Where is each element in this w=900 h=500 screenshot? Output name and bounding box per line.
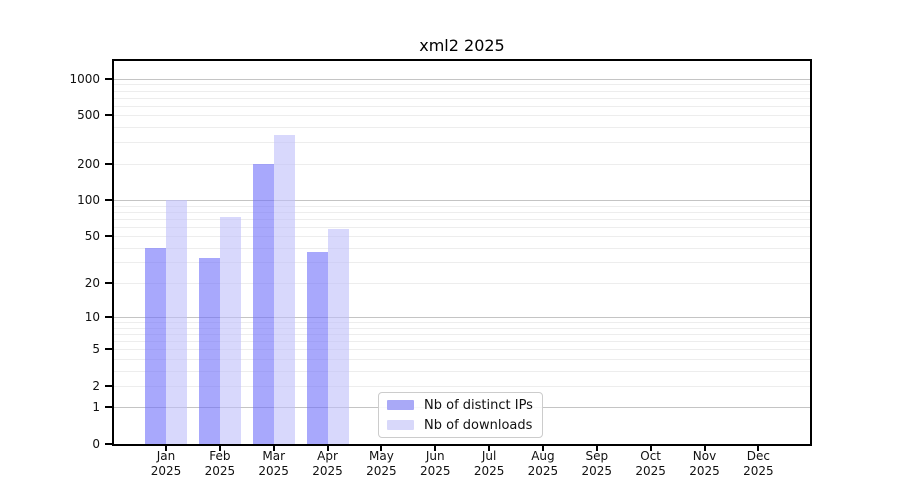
gridline-minor (114, 142, 810, 144)
bar-jan-distinct-ips (145, 247, 166, 444)
x-tick-label: Jul 2025 (473, 449, 505, 478)
gridline-minor (114, 262, 810, 264)
x-tick-label: Oct 2025 (635, 449, 666, 478)
y-tick-label: 10 (84, 310, 100, 325)
x-tick-mark (380, 446, 383, 451)
legend-label-distinct-ips: Nb of distinct IPs (424, 397, 533, 413)
gridline-minor (114, 127, 810, 129)
x-tick-label: Nov 2025 (689, 449, 720, 478)
gridline-minor (114, 247, 810, 249)
y-tick-label: 200 (77, 156, 100, 171)
bar-mar-distinct-ips (252, 163, 274, 444)
y-tick-mark (105, 77, 112, 80)
x-tick-mark (165, 446, 167, 451)
bar-apr-distinct-ips (306, 251, 328, 444)
x-tick-mark (541, 446, 544, 451)
y-tick-mark (105, 162, 112, 165)
legend-item-distinct-ips: Nb of distinct IPs (387, 397, 534, 414)
x-tick-mark (326, 446, 329, 451)
gridline-minor (114, 211, 810, 213)
gridline-minor (114, 84, 810, 86)
plot-area (112, 59, 812, 446)
gridline-minor (114, 115, 810, 117)
gridline-minor (114, 327, 810, 329)
y-tick-mark (105, 384, 112, 387)
gridline-minor (114, 163, 810, 165)
gridline-major (114, 317, 810, 319)
x-tick-label: Feb 2025 (204, 449, 236, 478)
chart-title: xml2 2025 (419, 36, 505, 55)
bar-apr-downloads (327, 229, 349, 444)
x-tick-label: Apr 2025 (312, 449, 343, 478)
gridline-major (114, 200, 810, 202)
gridline-minor (114, 370, 810, 372)
y-tick-label: 50 (84, 229, 100, 244)
y-tick-label: 500 (77, 108, 100, 123)
x-tick-mark (649, 446, 652, 451)
y-tick-mark (105, 199, 112, 202)
x-tick-label: Mar 2025 (258, 449, 289, 478)
x-tick-label: Jan 2025 (150, 449, 182, 478)
gridline-minor (114, 334, 810, 336)
x-tick-mark (488, 446, 491, 451)
gridline-minor (114, 226, 810, 228)
y-tick-mark (105, 406, 112, 409)
legend-item-downloads: Nb of downloads (387, 417, 534, 434)
legend-label-downloads: Nb of downloads (424, 417, 533, 433)
gridline-minor (114, 385, 810, 387)
x-tick-mark (703, 446, 706, 451)
y-tick-label: 20 (84, 276, 100, 291)
gridline-minor (114, 341, 810, 343)
gridline-major (114, 78, 810, 80)
bar-feb-downloads (219, 217, 241, 444)
y-tick-label: 100 (77, 193, 100, 208)
gridline-minor (114, 205, 810, 207)
gridline-minor (114, 236, 810, 238)
y-tick-mark (105, 443, 112, 445)
y-tick-label: 0 (92, 437, 100, 451)
x-tick-label: Jun 2025 (419, 449, 451, 478)
x-tick-label: Aug 2025 (527, 449, 559, 478)
gridline-minor (114, 90, 810, 92)
y-tick-mark (105, 235, 112, 238)
y-tick-label: 5 (92, 342, 100, 357)
gridline-minor (114, 97, 810, 99)
x-tick-mark (272, 446, 275, 451)
y-tick-mark (105, 316, 112, 319)
x-tick-mark (757, 446, 760, 451)
y-tick-mark (105, 282, 112, 285)
x-tick-label: Sep 2025 (581, 449, 613, 478)
gridline-minor (114, 322, 810, 324)
y-tick-mark (105, 114, 112, 117)
gridline-minor (114, 218, 810, 220)
gridline-minor (114, 105, 810, 107)
legend-swatch-downloads (387, 420, 414, 430)
x-tick-label: Dec 2025 (743, 449, 774, 478)
y-tick-mark (105, 348, 112, 351)
y-tick-label: 1 (92, 400, 100, 415)
legend-swatch-distinct-ips (387, 400, 414, 410)
x-tick-mark (434, 446, 437, 451)
bar-feb-distinct-ips (198, 257, 220, 444)
y-tick-label: 2 (92, 378, 100, 393)
gridline-minor (114, 358, 810, 360)
x-tick-mark (218, 446, 221, 451)
x-tick-mark (595, 446, 598, 451)
bar-mar-downloads (273, 134, 295, 444)
x-tick-label: May 2025 (366, 449, 397, 478)
bar-jan-downloads (166, 200, 187, 444)
legend: Nb of distinct IPs Nb of downloads (378, 392, 543, 438)
gridline-minor (114, 349, 810, 351)
gridline-minor (114, 283, 810, 285)
y-tick-label: 1000 (69, 71, 100, 86)
